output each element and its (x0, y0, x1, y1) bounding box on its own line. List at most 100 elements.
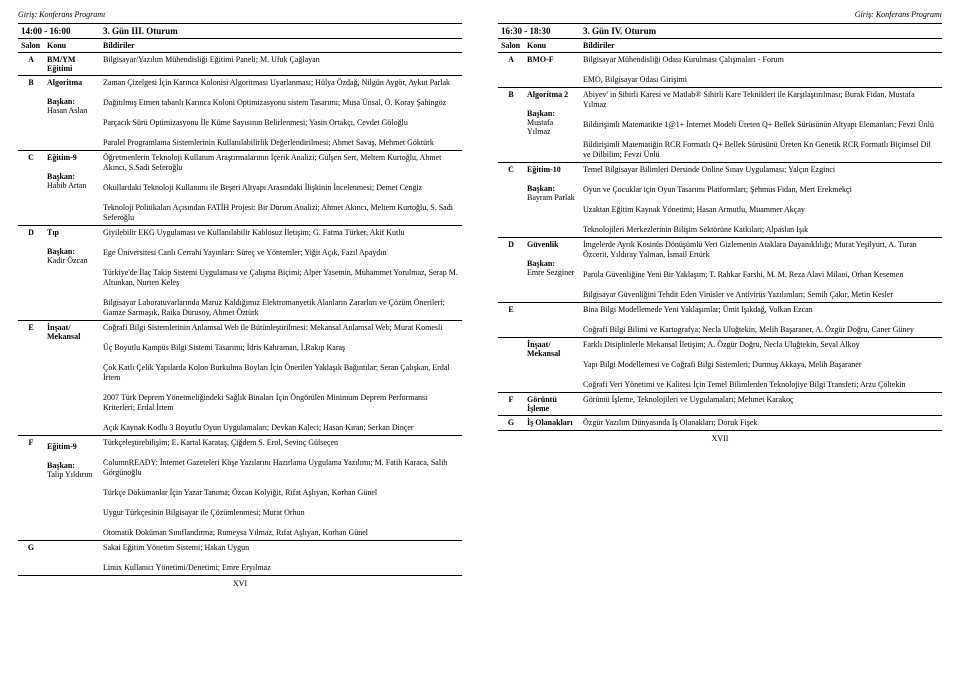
paper-item: Zaman Çizelgesi İçin Karınca Kolonisi Al… (103, 78, 459, 88)
table-row: C Eğitim-9 Başkan: Habib Artan Öğretmenl… (18, 151, 462, 226)
table-row: G Sakai Eğitim Yönetim Sistemi; Hakan Uy… (18, 541, 462, 576)
chair-label: Başkan: (527, 259, 577, 268)
konu-cell: Eğitim-9 Başkan: Talip Yıldırım (44, 436, 100, 541)
table-row: A BM/YM Eğitimi Bilgisayar/Yazılım Mühen… (18, 53, 462, 76)
chair-name: Hasan Aslan (47, 106, 97, 115)
konu-cell (524, 303, 580, 338)
body-cell: Bina Bilgi Modellemede Yeni Yaklaşımlar;… (580, 303, 942, 338)
paper-item: Türkiye'de İlaç Takip Sistemi Uygulaması… (103, 268, 459, 288)
paper-item: Farklı Disiplinlerle Mekansal İletişim; … (583, 340, 939, 350)
paper-item: Temel Bilgisayar Bilimleri Dersinde Onli… (583, 165, 939, 175)
salon-cell: A (498, 53, 524, 88)
paper-item: Bilgisayar Mühendisliği Odası Kurulması … (583, 55, 939, 65)
table-row: F Eğitim-9 Başkan: Talip Yıldırım Türkçe… (18, 436, 462, 541)
table-row: A BMO-F Bilgisayar Mühendisliği Odası Ku… (498, 53, 942, 88)
konu-cell: Tıp Başkan: Kadir Özcan (44, 226, 100, 321)
page-left: Giriş: Konferans Programı 14:00 - 16:00 … (0, 0, 480, 695)
body-cell: Öğretmenlerin Teknoloji Kullanım Araştır… (100, 151, 462, 226)
body-cell: Görüntü İşleme, Teknolojileri ve Uygulam… (580, 393, 942, 416)
paper-item: Bildirişimli Matematiğin RCR Formatlı Q+… (583, 140, 939, 160)
konu-cell: Görüntü İşleme (524, 393, 580, 416)
time-left: 14:00 - 16:00 (18, 24, 100, 39)
col-salon-left: Salon (18, 39, 44, 53)
paper-item: Uygur Türkçesinin Bilgisayar ile Çözümle… (103, 508, 459, 518)
body-cell: Coğrafi Bilgi Sistemlerinin Anlamsal Web… (100, 321, 462, 436)
paper-item: Oyun ve Çocuklar için Oyun Tasarımı Plat… (583, 185, 939, 195)
col-bild-left: Bildiriler (100, 39, 462, 53)
chair-label: Başkan: (47, 247, 97, 256)
table-row: E Bina Bilgi Modellemede Yeni Yaklaşımla… (498, 303, 942, 338)
konu-cell: Eğitim-10 Başkan: Bayram Parlak (524, 163, 580, 238)
konu-sub: Eğitim-9 (47, 442, 97, 451)
paper-item: İmgelerde Ayrık Kosinüs Dönüşümlü Veri G… (583, 240, 939, 260)
body-cell: Sakai Eğitim Yönetim Sistemi; Hakan Uygu… (100, 541, 462, 576)
konu-title: İnşaat/ Mekansal (47, 323, 80, 341)
body-cell: Abiyev' in Sihirli Karesi ve Matlab® Sih… (580, 88, 942, 163)
konu-title: Algoritma 2 (527, 90, 568, 99)
salon-cell: C (498, 163, 524, 238)
konu-cell (44, 541, 100, 576)
paper-item: ColumnREADY: İnternet Gazeteleri Köşe Ya… (103, 458, 459, 478)
paper-item: Bilgisayar/Yazılım Mühendisliği Eğitimi … (103, 55, 459, 65)
konu-title: Tıp (47, 228, 59, 237)
konu-title: Güvenlik (527, 240, 559, 249)
paper-item: Türkçe Dökümanlar İçin Yazar Tanıma; Özc… (103, 488, 459, 498)
konu-cell: Algoritma 2 Başkan: Mustafa Yılmaz (524, 88, 580, 163)
paper-item: Paralel Programlama Sistemlerinin Kullan… (103, 138, 459, 148)
col-konu-left: Konu (44, 39, 100, 53)
konu-cell: BMO-F (524, 53, 580, 88)
body-cell: Zaman Çizelgesi İçin Karınca Kolonisi Al… (100, 76, 462, 151)
paper-item: Linux Kullanıcı Yönetimi/Denetimi; Emre … (103, 563, 459, 573)
konu-title: Algoritma (47, 78, 82, 87)
paper-item: Parçacık Sürü Optimizasyonu İle Küme Say… (103, 118, 459, 128)
chair-label: Başkan: (47, 172, 97, 181)
body-cell: Özgür Yazılım Dünyasında İş Olanakları; … (580, 416, 942, 431)
paper-item: Giyilebilir EKG Uygulaması ve Kullanılab… (103, 228, 459, 238)
paper-item: Teknoloji Politikaları Açısından FATİH P… (103, 203, 459, 223)
paper-item: Coğrafi Bilgi Sistemlerinin Anlamsal Web… (103, 323, 459, 333)
paper-item: Coğrafi Bilgi Bilimi ve Kartografya; Nec… (583, 325, 939, 335)
konu-cell: İş Olanakları (524, 416, 580, 431)
salon-cell: E (18, 321, 44, 436)
body-cell: Temel Bilgisayar Bilimleri Dersinde Onli… (580, 163, 942, 238)
paper-item: Sakai Eğitim Yönetim Sistemi; Hakan Uygu… (103, 543, 459, 553)
body-cell: Türkçeleştirebilişim; E. Kartal Karataş,… (100, 436, 462, 541)
running-head-left: Giriş: Konferans Programı (18, 10, 462, 19)
paper-item: Türkçeleştirebilişim; E. Kartal Karataş,… (103, 438, 459, 448)
chair-label: Başkan: (527, 184, 577, 193)
chair-name: Habib Artan (47, 181, 97, 190)
paper-item: Yapı Bilgi Modellemesi ve Coğrafi Bilgi … (583, 360, 939, 370)
body-cell: İmgelerde Ayrık Kosinüs Dönüşümlü Veri G… (580, 238, 942, 303)
paper-item: Bilgisayar Laboratuvarlarında Maruz Kald… (103, 298, 459, 318)
paper-item: Teknolojileri Merkezlerinin Bilişim Sekt… (583, 225, 939, 235)
running-head-right: Giriş: Konferans Programı (498, 10, 942, 19)
salon-cell: F (498, 393, 524, 416)
konu-cell: Eğitim-9 Başkan: Habib Artan (44, 151, 100, 226)
paper-item: Dağıtılmış Etmen tabanlı Karınca Koloni … (103, 98, 459, 108)
paper-item: Ege Üniversitesi Canlı Cerrahi Yayınları… (103, 248, 459, 258)
salon-cell: E (498, 303, 524, 338)
konu-cell: BM/YM Eğitimi (44, 53, 100, 76)
paper-item: Üç Boyutlu Kampüs Bilgi Sistemi Tasarımı… (103, 343, 459, 353)
chair-name: Bayram Parlak (527, 193, 577, 202)
paper-item: Uzaktan Eğitim Kaynak Yönetimi; Hasan Ar… (583, 205, 939, 215)
paper-item: Parola Güvenliğine Yeni Bir Yaklaşım; T.… (583, 270, 939, 280)
konu-title: Eğitim-9 (47, 153, 77, 162)
chair-name: Talip Yıldırım (47, 470, 97, 479)
col-salon-right: Salon (498, 39, 524, 53)
paper-item: Açık Kaynak Kodlu 3 Boyutlu Oyun Uygulam… (103, 423, 459, 433)
paper-item: Bildirişimli Matematikte 1@1+ İnternet M… (583, 120, 939, 130)
table-row: C Eğitim-10 Başkan: Bayram Parlak Temel … (498, 163, 942, 238)
chair-label: Başkan: (47, 97, 97, 106)
paper-item: Görüntü İşleme, Teknolojileri ve Uygulam… (583, 395, 939, 405)
col-konu-right: Konu (524, 39, 580, 53)
table-row: İnşaat/ Mekansal Farklı Disiplinlerle Me… (498, 338, 942, 393)
salon-cell: F (18, 436, 44, 541)
konu-cell: İnşaat/ Mekansal (44, 321, 100, 436)
table-row: D Güvenlik Başkan: Emre Sezginer İmgeler… (498, 238, 942, 303)
konu-cell: Algoritma Başkan: Hasan Aslan (44, 76, 100, 151)
program-table-left: 14:00 - 16:00 3. Gün III. Oturum Salon K… (18, 23, 462, 576)
session-right: 3. Gün IV. Oturum (580, 24, 942, 39)
body-cell: Bilgisayar Mühendisliği Odası Kurulması … (580, 53, 942, 88)
paper-item: Çok Katlı Çelik Yapılarda Kolon Burkulma… (103, 363, 459, 383)
